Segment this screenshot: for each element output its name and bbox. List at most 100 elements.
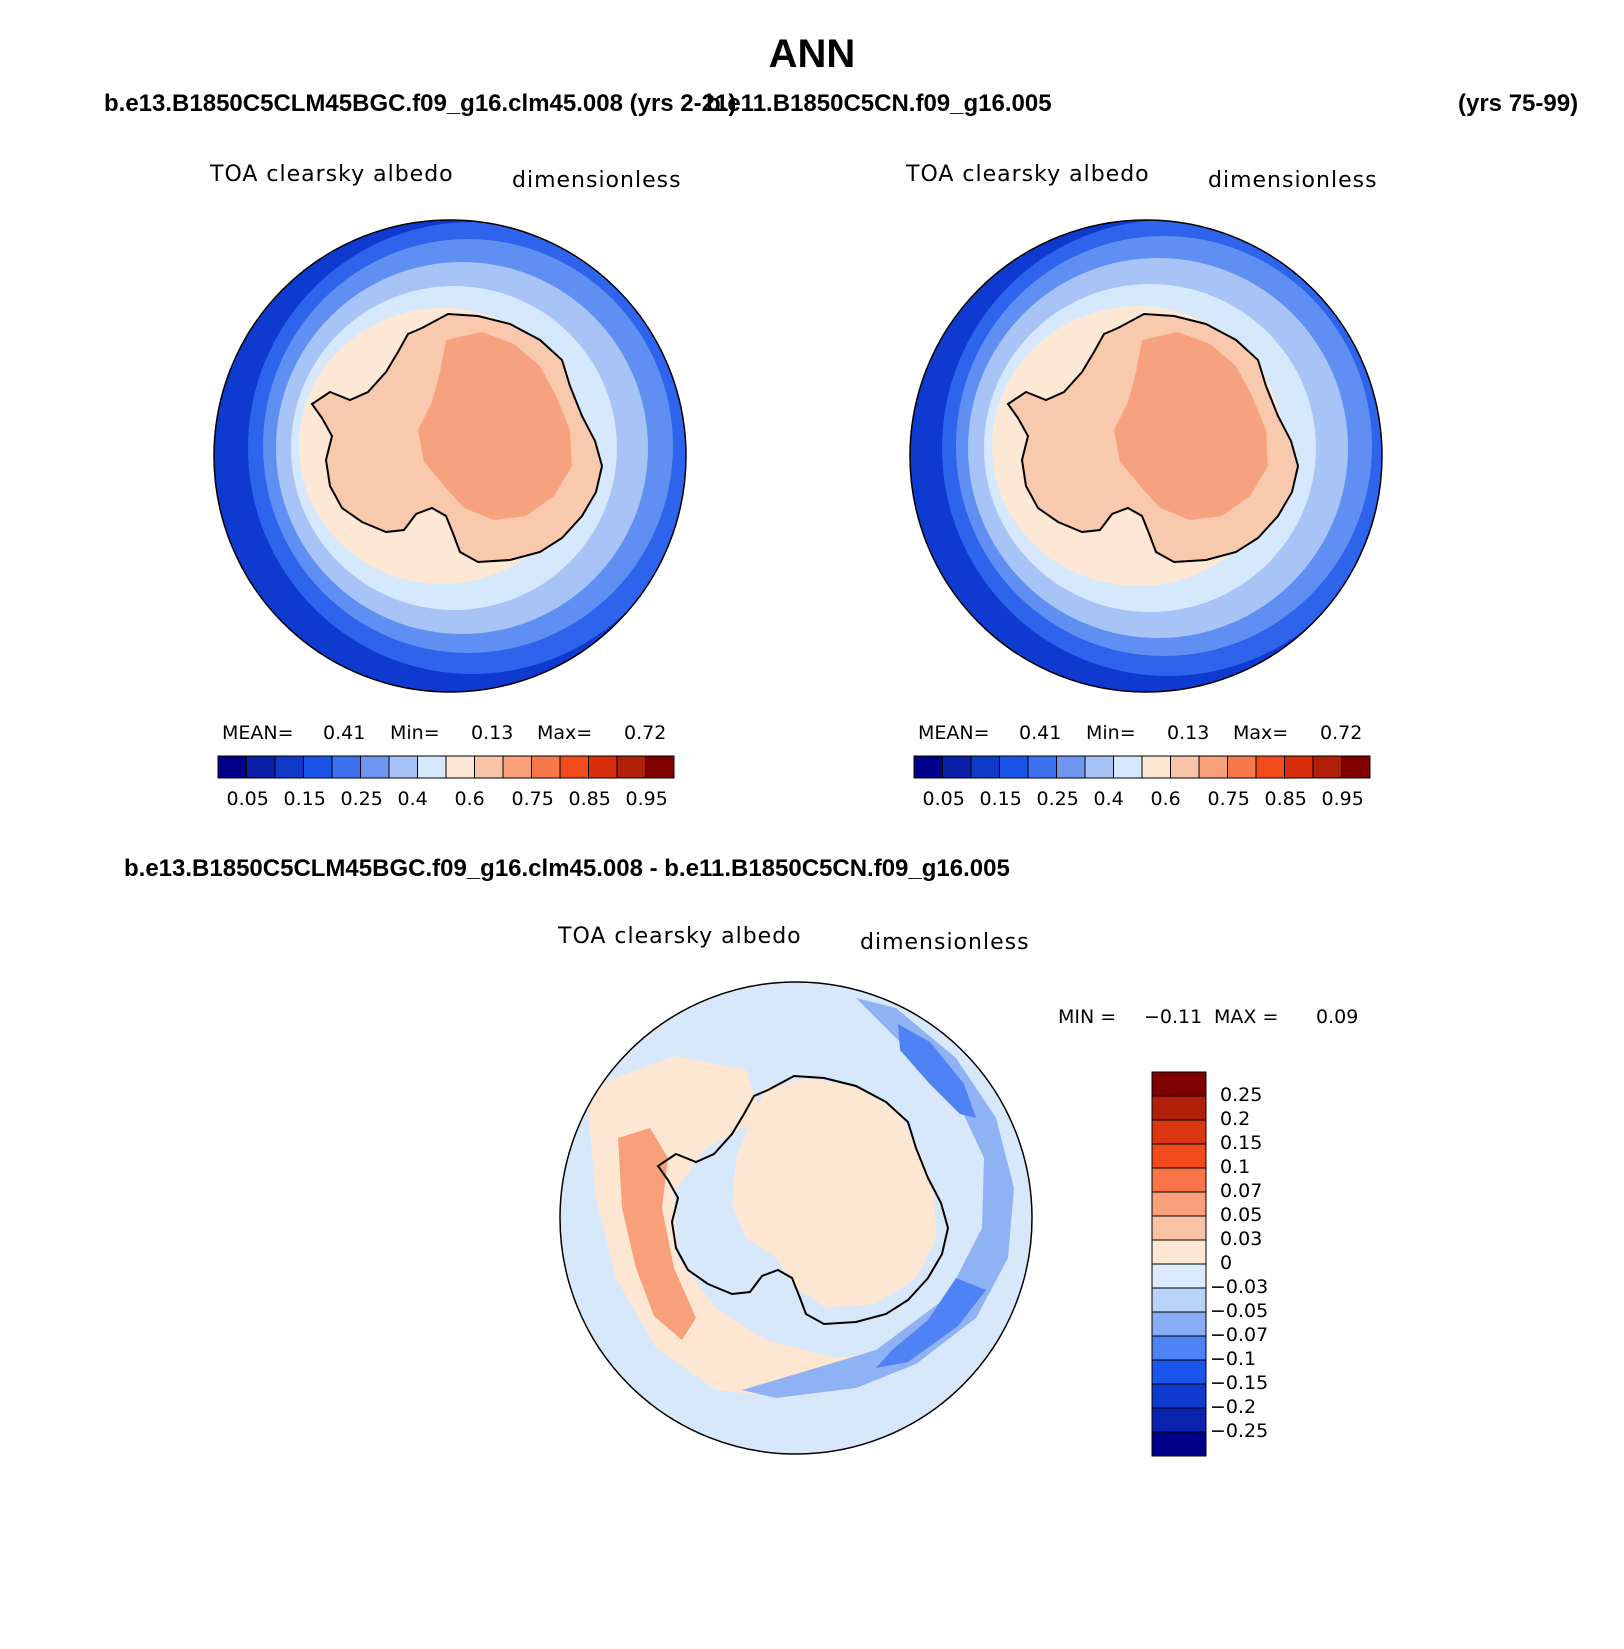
colorbar-swatch xyxy=(417,755,447,779)
colorbar-tick-label: 0.15 xyxy=(979,788,1022,810)
colorbar-swatch xyxy=(531,755,561,779)
colorbar-swatch xyxy=(1151,1311,1207,1337)
colorbar-swatch xyxy=(1151,1143,1207,1169)
years-right-label: (yrs 75-99) xyxy=(1458,90,1579,117)
colorbar-swatch xyxy=(1141,755,1171,779)
panel1-min-value: 0.13 xyxy=(471,722,514,744)
panel1-min-label: Min= xyxy=(390,722,440,744)
colorbar-tick-label: 0.85 xyxy=(1264,788,1307,810)
colorbar-tick-label: 0.95 xyxy=(625,788,668,810)
colorbar-swatch xyxy=(1151,1263,1207,1289)
colorbar-swatch xyxy=(588,755,618,779)
colorbar-tick-label: 0.05 xyxy=(226,788,269,810)
positive-strong-west xyxy=(618,1128,696,1340)
colorbar-swatch xyxy=(1151,1071,1207,1097)
colorbar-swatch xyxy=(217,755,247,779)
colorbar-swatch xyxy=(1151,1335,1207,1361)
map-boundary-2 xyxy=(909,219,1383,693)
colorbar-swatch xyxy=(1151,1383,1207,1409)
colorbar-swatch xyxy=(913,755,943,779)
colorbar-swatch xyxy=(1312,755,1342,779)
colorbar-diff xyxy=(1151,1071,1207,1457)
colorbar-swatch xyxy=(474,755,504,779)
colorbar-swatch xyxy=(1084,755,1114,779)
colorbar-swatch xyxy=(331,755,361,779)
antarctica-outline-diff xyxy=(656,1074,950,1326)
panel1-max-value: 0.72 xyxy=(624,722,667,744)
colorbar-tick-label: 0.75 xyxy=(511,788,554,810)
colorbar-ticks-panel-1: 0.05 0.15 0.25 0.4 0.6 0.75 0.85 0.95 xyxy=(218,788,674,812)
colorbar-swatch xyxy=(246,755,276,779)
diff-max-label: MAX = xyxy=(1214,1006,1279,1028)
diff-max-value: 0.09 xyxy=(1316,1006,1359,1028)
colorbar-tick-label: 0.6 xyxy=(1150,788,1181,810)
colorbar-swatch xyxy=(616,755,646,779)
colorbar-tick-label: 0.95 xyxy=(1321,788,1364,810)
panel2-mean-value: 0.41 xyxy=(1019,722,1062,744)
colorbar-swatch xyxy=(970,755,1000,779)
colorbar-swatch xyxy=(1151,1359,1207,1385)
antarctica-core-2 xyxy=(1114,332,1268,520)
colorbar-tick-label: 0.4 xyxy=(397,788,428,810)
colorbar-swatch xyxy=(1227,755,1257,779)
colorbar-swatch xyxy=(1170,755,1200,779)
diff-variable: TOA clearsky albedo xyxy=(558,924,802,949)
colorbar-swatch xyxy=(502,755,532,779)
panel2-units: dimensionless xyxy=(1208,168,1378,193)
colorbar-swatch xyxy=(388,755,418,779)
colorbar-swatch xyxy=(1151,1407,1207,1433)
diff-case-label: b.e13.B1850C5CLM45BGC.f09_g16.clm45.008 … xyxy=(124,855,1010,882)
colorbar-tick-label: −0.1 xyxy=(1210,1348,1257,1370)
colorbar-swatch xyxy=(1151,1095,1207,1121)
colorbar-tick-label: 0.25 xyxy=(1036,788,1079,810)
colorbar-swatch xyxy=(999,755,1029,779)
colorbar-swatch xyxy=(1151,1167,1207,1193)
panel2-mean-label: MEAN= xyxy=(918,722,990,744)
colorbar-tick-label: 0.15 xyxy=(1220,1132,1263,1154)
colorbar-swatch xyxy=(303,755,333,779)
positive-region-antarctica xyxy=(732,1078,936,1308)
case-right-label: b.e11.B1850C5CN.f09_g16.005 xyxy=(706,90,1052,117)
colorbar-swatch xyxy=(1341,755,1371,779)
diff-min-label: MIN = xyxy=(1058,1006,1117,1028)
colorbar-swatch xyxy=(942,755,972,779)
negative-strong-east xyxy=(898,1024,976,1118)
colorbar-tick-label: −0.2 xyxy=(1210,1396,1257,1418)
colorbar-tick-label: 0.4 xyxy=(1093,788,1124,810)
colorbar-swatch xyxy=(1113,755,1143,779)
colorbar-swatch xyxy=(1151,1215,1207,1241)
difference-field xyxy=(560,982,1032,1454)
colorbar-tick-label: 0.85 xyxy=(568,788,611,810)
colorbar-swatch xyxy=(645,755,675,779)
colorbar-swatch xyxy=(1151,1119,1207,1145)
colorbar-tick-label: 0.05 xyxy=(922,788,965,810)
colorbar-tick-label: 0.6 xyxy=(454,788,485,810)
diff-min-value: −0.11 xyxy=(1144,1006,1203,1028)
colorbar-panel-2 xyxy=(913,755,1371,779)
colorbar-tick-label: 0.03 xyxy=(1220,1228,1263,1250)
colorbar-swatch xyxy=(1151,1431,1207,1457)
colorbar-tick-label: 0.15 xyxy=(283,788,326,810)
colorbar-tick-label: −0.25 xyxy=(1210,1420,1269,1442)
map-panel-1 xyxy=(213,219,687,693)
colorbar-swatch xyxy=(274,755,304,779)
colorbar-tick-label: −0.07 xyxy=(1210,1324,1269,1346)
colorbar-tick-label: 0 xyxy=(1220,1252,1233,1274)
colorbar-swatch xyxy=(1151,1191,1207,1217)
panel2-max-value: 0.72 xyxy=(1320,722,1363,744)
colorbar-swatch xyxy=(1151,1287,1207,1313)
panel1-mean-label: MEAN= xyxy=(222,722,294,744)
colorbar-swatch xyxy=(1027,755,1057,779)
colorbar-tick-label: 0.25 xyxy=(340,788,383,810)
colorbar-swatch xyxy=(445,755,475,779)
panel2-variable: TOA clearsky albedo xyxy=(906,162,1150,187)
panel1-max-label: Max= xyxy=(537,722,593,744)
colorbar-tick-label: −0.03 xyxy=(1210,1276,1269,1298)
colorbar-tick-label: 0.25 xyxy=(1220,1084,1263,1106)
colorbar-swatch xyxy=(360,755,390,779)
map-panel-2 xyxy=(909,219,1383,693)
colorbar-swatch xyxy=(1056,755,1086,779)
antarctica-core-1 xyxy=(418,332,572,520)
colorbar-ticks-panel-2: 0.05 0.15 0.25 0.4 0.6 0.75 0.85 0.95 xyxy=(914,788,1370,812)
panel2-max-label: Max= xyxy=(1233,722,1289,744)
